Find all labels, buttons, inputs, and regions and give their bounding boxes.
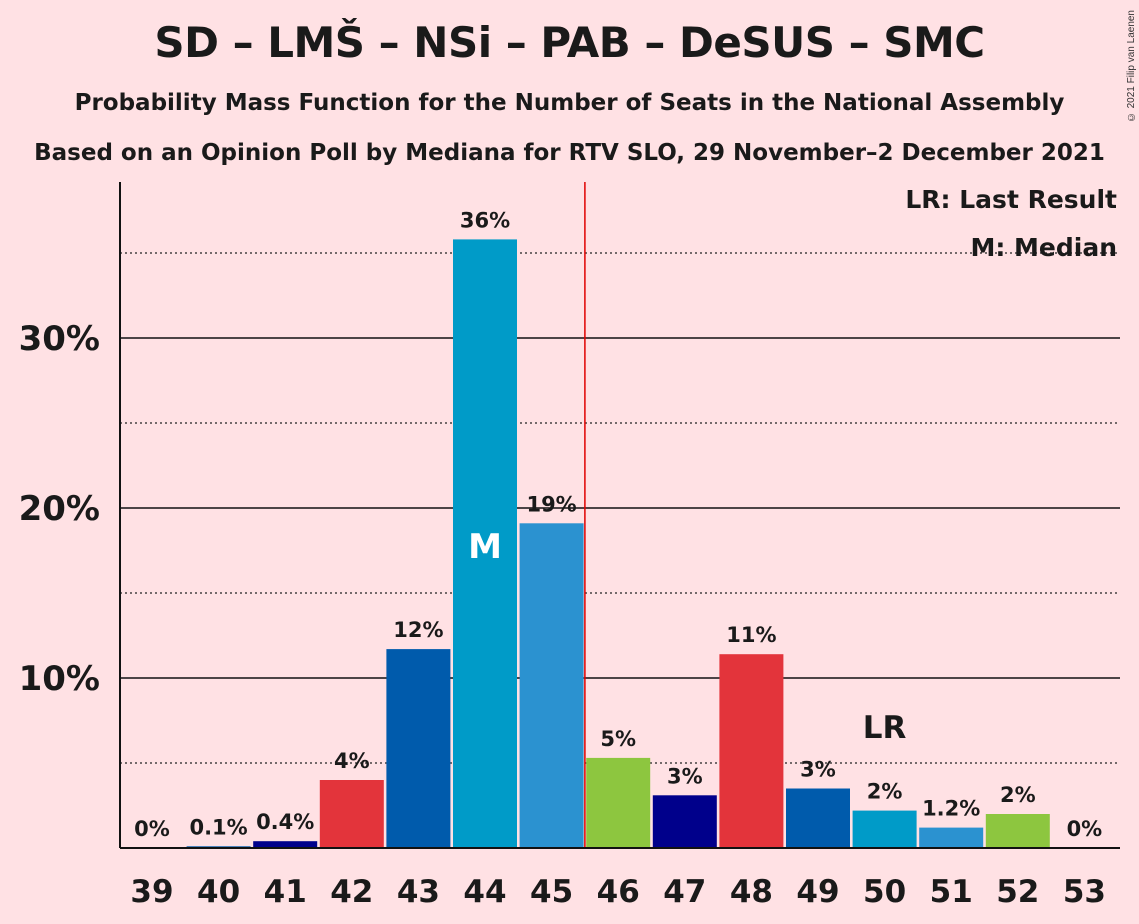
bar-41 (253, 841, 318, 848)
x-tick-label: 49 (796, 874, 839, 910)
chart-title: SD – LMŠ – NSi – PAB – DeSUS – SMC (154, 18, 985, 67)
x-tick-label: 41 (264, 874, 307, 910)
x-tick-label: 42 (330, 874, 373, 910)
x-tick-label: 51 (930, 874, 973, 910)
data-label: 36% (460, 208, 510, 232)
data-label: 11% (726, 623, 776, 647)
y-tick-label: 30% (19, 319, 100, 359)
x-tick-label: 47 (663, 874, 706, 910)
data-label: 3% (800, 758, 836, 782)
data-label: 19% (526, 492, 576, 516)
median-marker: M (468, 527, 502, 567)
x-tick-label: 48 (730, 874, 773, 910)
bar-51 (919, 827, 984, 848)
data-label: 0% (134, 817, 170, 841)
data-label: 2% (1000, 783, 1036, 807)
last-result-marker: LR (863, 710, 907, 746)
x-tick-label: 40 (197, 874, 240, 910)
bar-42 (319, 780, 384, 848)
data-label: 2% (867, 780, 903, 804)
x-tick-label: 45 (530, 874, 573, 910)
bar-45 (519, 523, 584, 848)
data-label: 12% (393, 618, 443, 642)
data-label: 1.2% (922, 797, 980, 821)
data-label: 0% (1067, 817, 1103, 841)
data-label: 5% (600, 727, 636, 751)
x-tick-label: 39 (130, 874, 173, 910)
data-label: 3% (667, 764, 703, 788)
chart-source: Based on an Opinion Poll by Mediana for … (34, 140, 1105, 166)
bar-44 (453, 239, 517, 848)
x-tick-label: 44 (463, 874, 506, 910)
x-tick-label: 53 (1063, 874, 1106, 910)
bar-52 (985, 814, 1050, 848)
x-tick-label: 52 (996, 874, 1039, 910)
legend-last-result: LR: Last Result (905, 185, 1117, 214)
chart-subtitle: Probability Mass Function for the Number… (74, 90, 1065, 116)
x-tick-label: 50 (863, 874, 906, 910)
legend-median: M: Median (970, 233, 1117, 262)
bar-50 (852, 810, 917, 848)
data-label: 0.1% (189, 815, 247, 839)
bar-49 (786, 788, 850, 848)
data-label: 4% (334, 749, 370, 773)
bar-47 (652, 795, 717, 848)
y-tick-label: 20% (19, 489, 100, 529)
data-label: 0.4% (256, 810, 314, 834)
bar-48 (719, 654, 784, 848)
bar-46 (586, 757, 651, 848)
x-tick-label: 43 (397, 874, 440, 910)
y-tick-label: 10% (19, 659, 100, 699)
bar-43 (386, 649, 451, 848)
x-tick-label: 46 (597, 874, 640, 910)
